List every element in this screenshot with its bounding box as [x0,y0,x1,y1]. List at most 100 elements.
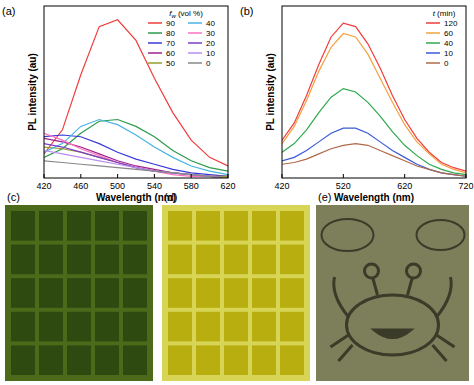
photo-cell [280,211,304,241]
photo-cell [224,245,248,275]
x-tick-label: 500 [110,181,125,191]
crab-legs [331,335,455,361]
x-tick [191,174,192,178]
photo-cell [39,278,63,308]
photo-cell [168,278,192,308]
photo-cell [168,211,192,241]
photo-cell [196,345,220,375]
plot-frame [282,6,466,178]
photo-cell [67,345,91,375]
photo-cell [95,245,119,275]
photo-cell [123,211,147,241]
crab-eye [365,264,379,278]
plot-lines [282,23,466,176]
panel-label: (e) [318,191,331,203]
x-axis-label: Wavelength (nm) [334,192,414,203]
x-tick-label: 720 [458,181,473,191]
x-tick [343,174,344,178]
cloud [417,220,465,250]
crab-eye [407,264,421,278]
x-tick [228,174,229,178]
panel-label: (b) [240,5,253,17]
x-tick [80,174,81,178]
crab-claw [334,277,349,317]
photo-cell [67,278,91,308]
photo-cell [67,245,91,275]
legend-label: 40 [444,39,453,48]
photo-cell [123,345,147,375]
x-tick-label: 420 [36,181,51,191]
legend-label: 70 [166,39,175,48]
photo-background [162,205,310,381]
photo-cell [95,211,119,241]
x-tick-label: 580 [184,181,199,191]
legend-label: 90 [166,19,175,28]
x-tick-label: 460 [73,181,88,191]
photo-cell [224,345,248,375]
legend-title: fw (vol %) [169,9,203,19]
legend-swatch [148,62,162,64]
photo-cell [168,312,192,342]
legend-swatch [426,52,440,54]
crab-eye-stalk [408,277,413,295]
legend-title: t (min) [433,9,456,18]
photo-cell [11,211,35,241]
x-tick-label: 520 [336,181,351,191]
panel-label: (a) [2,5,15,17]
legend-swatch [148,22,162,24]
legend-swatch [148,42,162,44]
photo-cell [280,245,304,275]
x-tick-label: 620 [397,181,412,191]
photo-cell [252,345,276,375]
photo-cell [196,211,220,241]
series-line [44,161,228,178]
photo-cell [123,312,147,342]
photo-cell [252,278,276,308]
legend-label: 60 [166,49,175,58]
legend-label: 40 [206,19,215,28]
photo-background [5,205,153,381]
x-tick [154,174,155,178]
legend-swatch [426,42,440,44]
legend-swatch [188,52,202,54]
legend-label: 80 [166,29,175,38]
legend-label: 10 [444,49,453,58]
series-line [44,120,228,175]
cloud [322,219,374,251]
photo-cell [280,312,304,342]
crab-eye-stalk [373,277,378,295]
photo-cell [11,345,35,375]
x-tick-label: 420 [274,181,289,191]
photo-cell [39,312,63,342]
plot-frame [44,6,228,178]
legend-label: 50 [166,59,175,68]
crab-body [347,295,439,355]
x-tick [282,174,283,178]
panel-label: (c) [7,191,20,203]
photo-cell [252,245,276,275]
legend-title-text: (min) [435,9,456,18]
legend-label: 120 [444,19,458,28]
photo-cell [252,312,276,342]
photo-cell [95,345,119,375]
legend-label: 30 [206,29,215,38]
legend-swatch [188,42,202,44]
photo-cell [39,245,63,275]
legend-label: 20 [206,39,215,48]
photo-cell [224,312,248,342]
legend-label: 0 [206,59,211,68]
series-line [44,147,228,176]
series-line [44,144,228,178]
x-tick [404,174,405,178]
panel-label: (d) [164,191,177,203]
crab-claw [437,277,452,317]
legend-label: 60 [444,29,453,38]
photo-cell [123,278,147,308]
photo-background [316,205,469,381]
photo-cell [280,278,304,308]
photo-cell [39,211,63,241]
legend-swatch [188,22,202,24]
photo-cell [196,245,220,275]
photo-cell [39,345,63,375]
legend-swatch [188,62,202,64]
